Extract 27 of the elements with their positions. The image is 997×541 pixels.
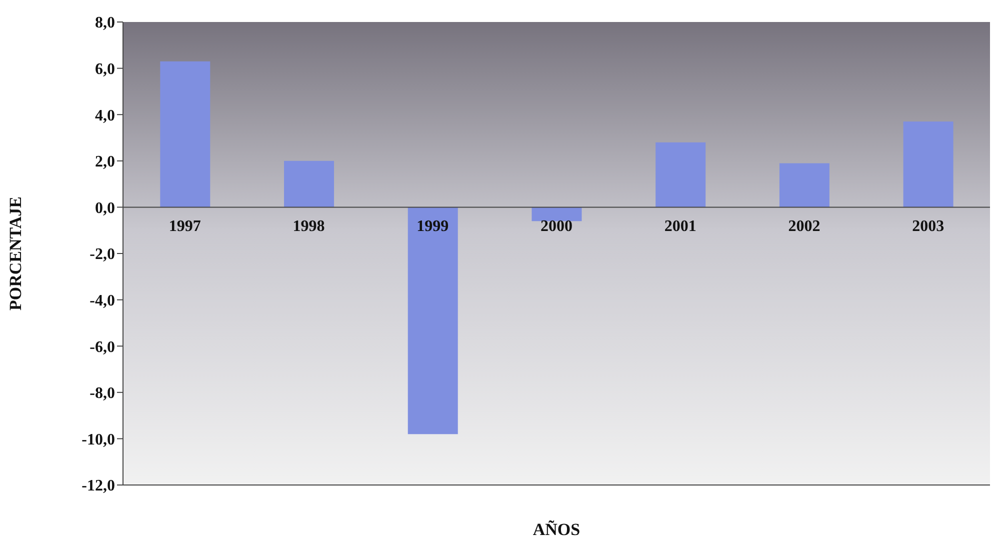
x-tick-label: 1999 <box>416 218 449 236</box>
y-tick-label: 8,0 <box>95 14 115 32</box>
y-tick-label: -10,0 <box>82 431 115 448</box>
x-tick-label: 2003 <box>912 218 944 236</box>
bar <box>160 61 210 208</box>
y-tick-label: -8,0 <box>90 385 115 402</box>
bar <box>284 160 334 208</box>
bar <box>532 207 582 222</box>
y-tick-label: -4,0 <box>90 292 115 310</box>
bar <box>408 207 458 434</box>
x-tick-label: 2000 <box>540 218 572 236</box>
x-tick-label: 2001 <box>664 218 696 236</box>
x-axis-title: AÑOS <box>532 520 580 539</box>
x-tick-label: 2002 <box>788 218 820 236</box>
y-tick-label: 6,0 <box>95 60 115 78</box>
x-tick-label: 1998 <box>292 218 325 236</box>
y-tick-label: -12,0 <box>82 478 115 495</box>
x-tick-label: 1997 <box>168 218 201 236</box>
y-axis-title: PORCENTAJE <box>6 196 26 310</box>
bar <box>903 122 954 208</box>
y-tick-label: 4,0 <box>95 107 115 124</box>
y-tick-label: -2,0 <box>90 246 115 264</box>
bar <box>656 142 706 208</box>
bar <box>779 163 830 208</box>
y-tick-label: -6,0 <box>90 338 115 356</box>
y-tick-label: 2,0 <box>95 154 115 171</box>
y-tick-label: 0,0 <box>95 200 115 217</box>
